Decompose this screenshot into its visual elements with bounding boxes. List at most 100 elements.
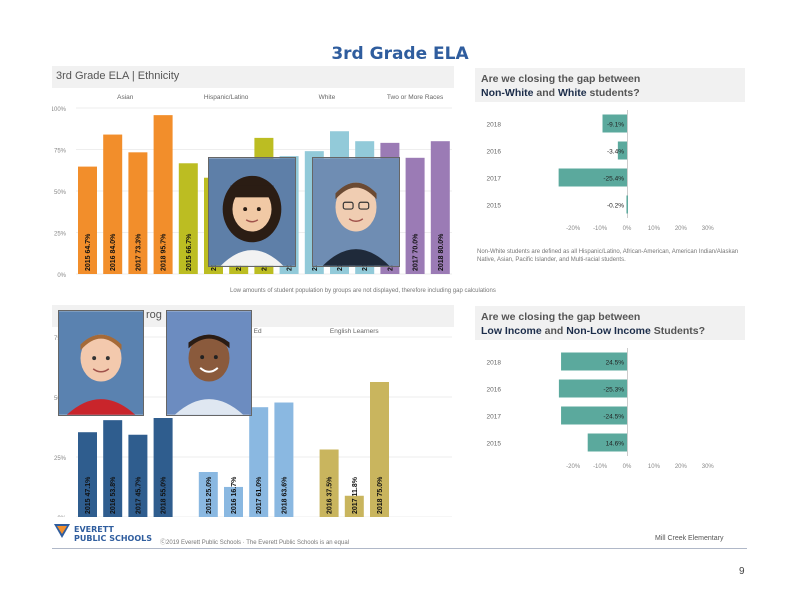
gap-bar (587, 433, 627, 452)
gap-bar-label: -0.2% (607, 203, 624, 210)
y-tick-label: 50% (54, 190, 67, 196)
bar-2017 (405, 157, 425, 274)
bar-2015 (198, 472, 218, 517)
ethnicity-panel-header: 3rd Grade ELA | Ethnicity (52, 66, 454, 88)
y-tick-label: 0% (57, 516, 66, 517)
gap-income-header: Are we closing the gap between Low Incom… (475, 306, 745, 340)
bar-label: 2017 70.0% (413, 233, 420, 271)
y-tick-label: 75% (54, 149, 67, 155)
gap-white-note: Non-White students are defined as all Hi… (477, 249, 739, 263)
gap-year-label: 2017 (487, 176, 502, 183)
gap-white-chart: 2018 -9.1% 2016 -3.4% 2017 -25.4% 2015 -0.2% -20… (487, 110, 715, 232)
bar-label: 2016 53.8% (110, 476, 117, 514)
bar-2016 (224, 486, 243, 517)
gap-white-and: and (533, 87, 559, 99)
gap-tick-label: 0% (623, 226, 632, 232)
y-tick-label: 0% (57, 273, 66, 279)
gap-tick-label: -10% (593, 226, 608, 232)
bar-2015 (78, 432, 97, 517)
gap-white-line1: Are we closing the gap between (481, 73, 641, 85)
gap-tick-label: 30% (702, 464, 715, 470)
bar-label: 2018 75.0% (377, 476, 384, 514)
bar-2018 (370, 382, 389, 517)
student-photo-1 (208, 157, 296, 267)
bar-label: 2017 61.0% (256, 476, 263, 514)
bar-label: 2016 84.0% (110, 233, 117, 271)
bar-2018 (153, 418, 173, 517)
footer-center-text: Ⓒ2019 Everett Public Schools · The Evere… (160, 540, 349, 546)
footer-school: Mill Creek Elementary (655, 535, 724, 542)
bar-label: 2017 11.8% (352, 476, 359, 514)
program-panel-title: rog (146, 309, 162, 321)
gap-bar-label: -24.5% (603, 414, 624, 421)
bar-2018 (430, 141, 450, 274)
gap-white-line2: Non-White and White students? (481, 86, 739, 100)
gap-tick-label: 20% (675, 464, 688, 470)
bar-2015 (178, 163, 198, 274)
gap-year-label: 2016 (487, 387, 502, 394)
gap-bar-label: 24.5% (606, 360, 625, 367)
logo-text: EVERETT PUBLIC SCHOOLS (74, 525, 152, 543)
student-photo-4 (166, 310, 252, 416)
bar-2018 (274, 402, 294, 517)
gap-bar (558, 168, 627, 187)
gap-bar (626, 195, 628, 214)
gap-tick-label: 30% (702, 226, 715, 232)
gap-bar-label: -25.4% (603, 176, 624, 183)
student-photo-3 (58, 310, 144, 416)
bar-2015 (78, 166, 97, 274)
gap-bar (558, 379, 627, 398)
bar-label: 2018 63.6% (281, 476, 288, 514)
group-label: English Learners (330, 328, 380, 335)
logo-line2: PUBLIC SCHOOLS (74, 534, 152, 543)
y-tick-label: 100% (52, 107, 67, 113)
gap-bar-label: 14.6% (606, 441, 625, 448)
gap-tick-label: -20% (566, 226, 581, 232)
bar-label: 2015 64.7% (85, 233, 92, 271)
gap-year-label: 2017 (487, 414, 502, 421)
gap-bar-label: -9.1% (607, 122, 624, 129)
bar-2017 (344, 495, 364, 517)
bar-2017 (128, 434, 148, 517)
gap-bar-label: -25.3% (603, 387, 624, 394)
bar-label: 2015 25.0% (206, 476, 213, 514)
everett-logo-icon (54, 524, 70, 538)
gap-white-nonwhite: Non-White (481, 87, 534, 99)
bar-label: 2016 16.7% (231, 476, 238, 514)
bar-2016 (103, 134, 123, 274)
gap-income-tail: Students? (650, 325, 706, 337)
y-tick-label: 25% (54, 456, 67, 462)
bar-label: 2018 55.0% (161, 476, 168, 514)
ethnicity-panel-title: 3rd Grade ELA | Ethnicity (56, 70, 180, 82)
gap-bar-label: -3.4% (607, 149, 624, 156)
gap-year-label: 2016 (487, 149, 502, 156)
gap-income-and: and (541, 325, 567, 337)
gap-bar (561, 352, 627, 371)
bar-2018 (153, 115, 173, 274)
gap-income-line1: Are we closing the gap between (481, 311, 641, 323)
gap-bar (602, 114, 627, 133)
page-number: 9 (739, 566, 745, 577)
gap-year-label: 2015 (487, 203, 502, 210)
gap-year-label: 2018 (487, 360, 502, 367)
gap-tick-label: -10% (593, 464, 608, 470)
bar-label: 2016 37.5% (327, 476, 334, 514)
bar-label: 2017 45.7% (135, 476, 142, 514)
bar-label: 2017 73.3% (135, 233, 142, 271)
bar-label: 2015 47.1% (85, 476, 92, 514)
gap-bar (617, 141, 627, 160)
gap-white-tail: students? (586, 87, 640, 99)
gap-tick-label: -20% (566, 464, 581, 470)
gap-income-low: Low Income (481, 325, 542, 337)
gap-income-line2: Low Income and Non-Low Income Students? (481, 324, 739, 338)
bar-2017 (128, 152, 148, 274)
group-label: Hispanic/Latino (204, 94, 249, 101)
bar-2016 (103, 420, 123, 517)
gap-year-label: 2015 (487, 441, 502, 448)
gap-tick-label: 0% (623, 464, 632, 470)
gap-tick-label: 10% (648, 464, 661, 470)
bar-2017 (249, 407, 269, 517)
gap-tick-label: 10% (648, 226, 661, 232)
student-photo-2 (312, 157, 400, 267)
ethnicity-note: Low amounts of student population by gro… (230, 288, 496, 294)
